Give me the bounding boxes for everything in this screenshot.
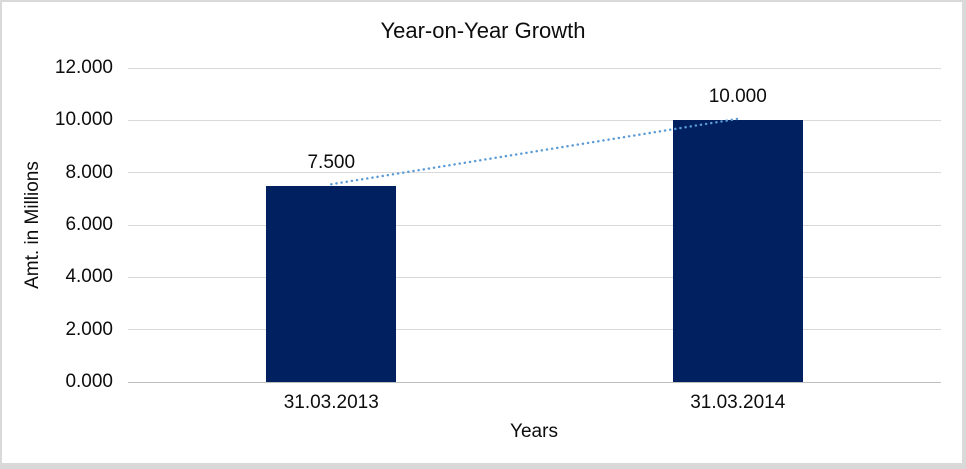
x-tick-label: 31.03.2013	[283, 392, 379, 413]
gridline	[128, 329, 941, 331]
plot-area: 7.500 10.000	[128, 67, 941, 383]
chart-title: Year-on-Year Growth	[380, 18, 586, 43]
gridline	[128, 172, 941, 174]
gridline	[128, 67, 941, 69]
bar-data-label: 10.000	[708, 86, 767, 108]
y-tick-label: 8.000	[65, 161, 113, 183]
y-tick-label: 10.000	[54, 109, 113, 131]
x-axis-title: Years	[510, 421, 558, 442]
y-tick-label: 4.000	[65, 266, 113, 288]
bar-data-label: 7.500	[307, 151, 356, 173]
x-axis-line	[128, 381, 941, 383]
x-tick-label: 31.03.2014	[690, 392, 786, 413]
gridline	[128, 276, 941, 278]
bar	[266, 185, 397, 382]
bar	[672, 120, 803, 382]
y-tick-label: 0.000	[65, 371, 113, 392]
y-tick-label: 6.000	[65, 214, 113, 235]
gridline	[128, 119, 941, 121]
trendline	[330, 117, 739, 186]
y-tick-label: 12.000	[54, 57, 113, 78]
gridline	[128, 224, 941, 226]
y-tick-label: 2.000	[65, 318, 113, 340]
